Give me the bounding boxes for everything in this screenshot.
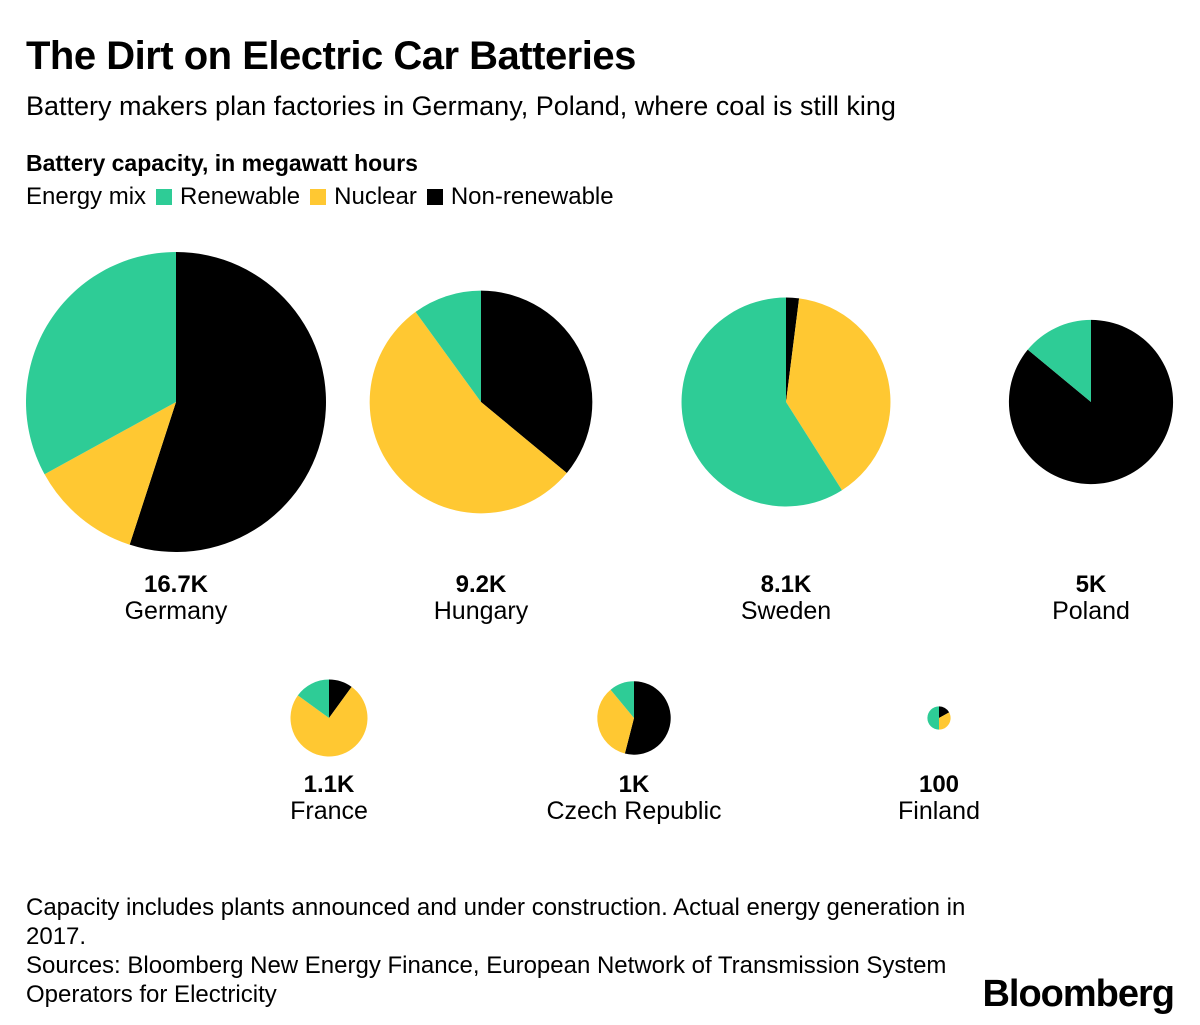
country-label-poland: Poland [1052,597,1130,625]
slice-france-nuclear [290,686,368,757]
footnote: Capacity includes plants announced and u… [26,893,966,1009]
pie-poland [1008,319,1174,485]
slice-czech-republic-non-renewable [624,681,671,755]
slice-sweden-renewable [681,297,842,507]
pie-czech-republic [597,681,671,755]
legend-item-renewable: Renewable [156,182,300,212]
pie-hungary [369,290,593,514]
country-label-czech-republic: Czech Republic [546,797,721,825]
country-label-germany: Germany [125,597,228,625]
slice-hungary-nuclear [369,311,567,514]
capacity-label-hungary: 9.2K [456,571,507,598]
capacity-label-finland: 100 [919,771,959,798]
bloomberg-logo: Bloomberg [982,973,1175,1015]
legend-lead: Energy mix [26,183,147,210]
slice-hungary-non-renewable [481,290,593,473]
chart-title: The Dirt on Electric Car Batteries [26,34,636,78]
slice-hungary-renewable [415,290,481,402]
capacity-label-poland: 5K [1076,571,1107,598]
slice-germany-non-renewable [129,252,327,553]
country-label-hungary: Hungary [434,597,529,625]
country-label-finland: Finland [898,797,980,825]
footnote-note: Capacity includes plants announced and u… [26,894,966,950]
slice-france-non-renewable [329,679,352,718]
slice-germany-nuclear [44,402,176,545]
slice-sweden-non-renewable [786,297,800,402]
legend-swatch-non-renewable [426,189,443,205]
chart-subtitle: Battery makers plan factories in Germany… [26,91,896,121]
slice-finland-renewable [927,706,939,730]
legend-item-non-renewable: Non-renewable [426,182,614,212]
legend-swatch-nuclear [310,189,327,205]
slice-czech-republic-nuclear [597,689,634,754]
slice-czech-republic-renewable [610,681,634,718]
slice-france-renewable [297,679,329,718]
slice-finland-non-renewable [939,706,950,718]
legend-label-non-renewable: Non-renewable [450,183,614,210]
legend-label-nuclear: Nuclear [334,183,417,210]
slice-poland-renewable [1027,319,1091,402]
legend: Energy mix Renewable Nuclear Non-renewab… [26,182,624,212]
legend-label-renewable: Renewable [180,183,301,210]
capacity-label-france: 1.1K [304,771,355,798]
footnote-sources: Sources: Bloomberg New Energy Finance, E… [26,952,947,1008]
slice-germany-renewable [25,252,176,475]
pie-finland [927,706,951,730]
measure-label: Battery capacity, in megawatt hours [26,150,418,176]
capacity-label-germany: 16.7K [144,571,209,598]
slice-sweden-nuclear [786,298,891,491]
country-label-sweden: Sweden [741,597,831,625]
slice-finland-nuclear [939,712,951,730]
capacity-label-czech-republic: 1K [619,771,650,798]
pie-germany [25,252,327,553]
legend-swatch-renewable [156,189,173,205]
pie-france [290,679,368,757]
pie-sweden [681,297,891,507]
capacity-label-sweden: 8.1K [761,571,812,598]
legend-item-nuclear: Nuclear [310,182,417,212]
country-label-france: France [290,797,368,825]
